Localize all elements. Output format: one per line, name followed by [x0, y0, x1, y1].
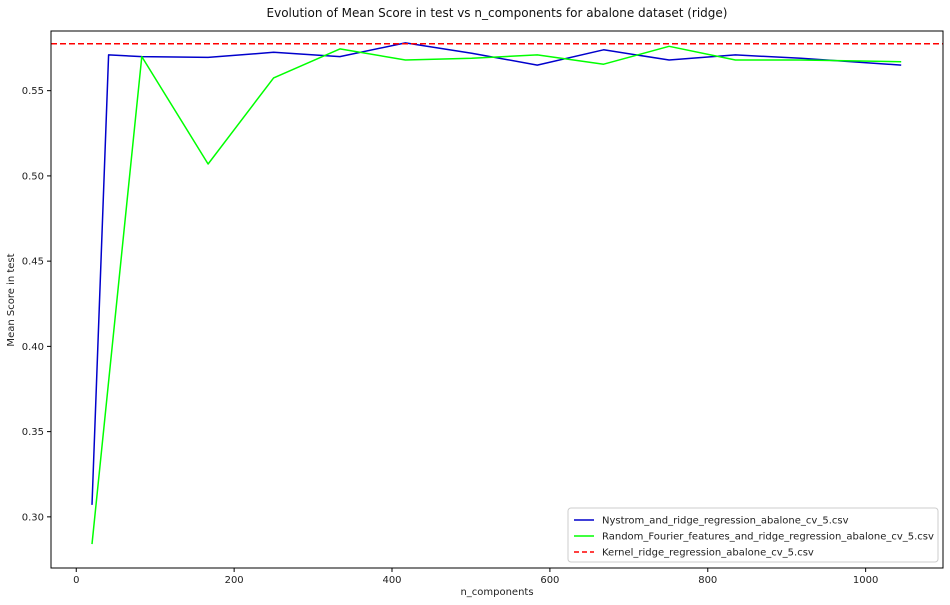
x-axis: 0 200 400 600 800 1000 [73, 568, 878, 586]
legend-box [567, 507, 939, 563]
series-1-line [91, 45, 902, 545]
y-tick-label: 0.30 [22, 512, 44, 523]
y-tick-label: 0.55 [22, 86, 44, 97]
x-tick-label: 400 [382, 575, 401, 586]
y-tick-label: 0.40 [22, 342, 44, 353]
chart-title: Evolution of Mean Score in test vs n_com… [267, 6, 728, 20]
y-axis-label: Mean Score in test [6, 253, 17, 346]
legend-label: Nystrom_and_ridge_regression_abalone_cv_… [602, 516, 849, 527]
y-tick-label: 0.45 [22, 257, 44, 268]
x-tick-label: 600 [540, 575, 559, 586]
x-tick-label: 0 [73, 575, 79, 586]
x-axis-label: n_components [460, 587, 533, 598]
plot-frame [50, 30, 944, 569]
y-tick-label: 0.50 [22, 171, 44, 182]
x-tick-label: 200 [225, 575, 244, 586]
legend: Nystrom_and_ridge_regression_abalone_cv_… [567, 507, 939, 563]
plot-area [51, 42, 943, 545]
y-axis: 0.30 0.35 0.40 0.45 0.50 0.55 [22, 86, 51, 523]
series-0-line [91, 42, 902, 505]
legend-label: Kernel_ridge_regression_abalone_cv_5.csv [602, 548, 814, 559]
y-tick-label: 0.35 [22, 427, 44, 438]
legend-label: Random_Fourier_features_and_ridge_regres… [602, 532, 934, 543]
x-tick-label: 1000 [853, 575, 878, 586]
x-tick-label: 800 [698, 575, 717, 586]
